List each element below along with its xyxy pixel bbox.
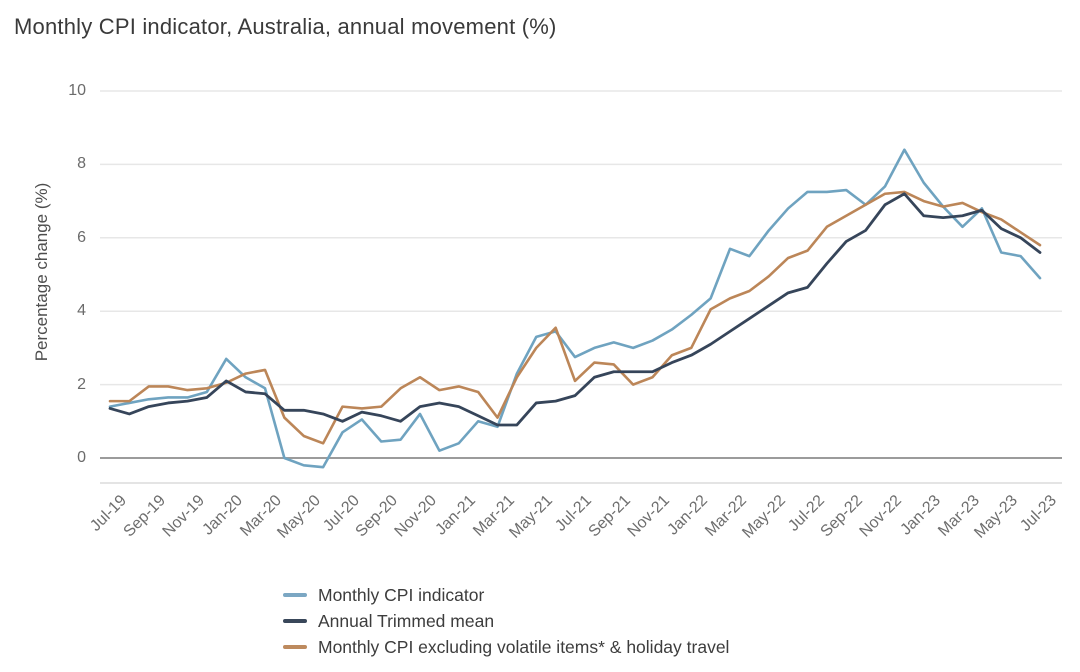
legend: Monthly CPI indicator Annual Trimmed mean… — [283, 582, 729, 660]
chart-title: Monthly CPI indicator, Australia, annual… — [14, 14, 557, 39]
series-lines — [108, 148, 1042, 469]
legend-swatch-icon — [283, 619, 307, 623]
series-line-annual-trimmed-mean — [108, 192, 1042, 427]
legend-swatch-icon — [283, 645, 307, 649]
series-line-monthly-cpi-indicator — [108, 148, 1042, 469]
y-tick-label: 4 — [77, 302, 86, 320]
y-tick-label: 10 — [68, 82, 86, 99]
y-tick-label: 8 — [77, 155, 86, 173]
legend-item: Annual Trimmed mean — [283, 608, 729, 634]
legend-item: Monthly CPI indicator — [283, 582, 729, 608]
series-line-monthly-cpi-excluding-volatile-items-holiday-travel — [108, 190, 1042, 445]
legend-label: Monthly CPI excluding volatile items* & … — [318, 636, 730, 657]
y-tick-label: 6 — [77, 228, 86, 246]
legend-swatch-icon — [283, 593, 307, 597]
gridlines — [100, 90, 1062, 484]
legend-item: Monthly CPI excluding volatile items* & … — [283, 634, 729, 660]
legend-label: Monthly CPI indicator — [318, 584, 485, 605]
y-tick-label: 2 — [77, 375, 86, 393]
y-tick-label: 0 — [77, 449, 86, 466]
legend-label: Annual Trimmed mean — [318, 610, 495, 631]
